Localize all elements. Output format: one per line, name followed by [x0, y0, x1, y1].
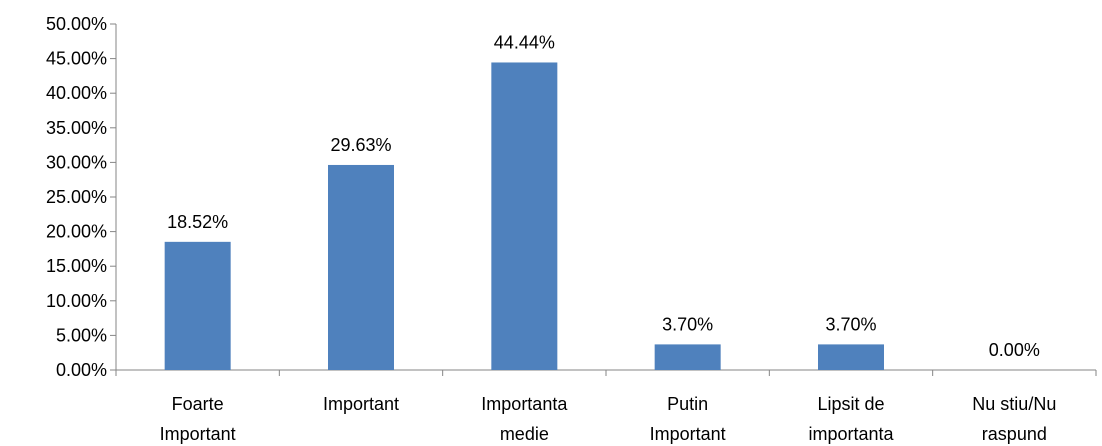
bar	[654, 344, 721, 370]
bars	[164, 62, 884, 371]
data-label: 3.70%	[662, 314, 713, 334]
category-label-line: Importanta	[481, 394, 568, 414]
y-tick-label: 30.00%	[46, 152, 107, 172]
y-axis: 0.00% 5.00% 10.00% 15.00% 20.00% 25.00% 30.00%…	[46, 14, 117, 380]
x-axis	[115, 369, 1097, 376]
y-tick-label: 40.00%	[46, 83, 107, 103]
category-label-line: medie	[500, 424, 549, 444]
category-label-line: Important	[323, 394, 399, 414]
category-label: Putin Important	[650, 394, 726, 444]
y-tick-label: 25.00%	[46, 187, 107, 207]
data-label: 44.44%	[494, 32, 555, 52]
y-tick-label: 5.00%	[56, 325, 107, 345]
category-label-line: raspund	[982, 424, 1047, 444]
bar	[818, 344, 884, 370]
category-label-line: Lipsit de	[817, 394, 884, 414]
category-label: Importanta medie	[481, 394, 568, 444]
y-tick-label: 15.00%	[46, 256, 107, 276]
y-tick-label: 20.00%	[46, 222, 107, 242]
category-label: Foarte Important	[160, 394, 236, 444]
data-label: 3.70%	[825, 314, 876, 334]
data-labels: 18.52% 29.63% 44.44% 3.70% 3.70% 0.00%	[167, 32, 1040, 360]
y-tick-label: 45.00%	[46, 49, 107, 69]
y-tick-label: 10.00%	[46, 291, 107, 311]
bar	[328, 164, 394, 370]
data-label: 18.52%	[167, 212, 228, 232]
category-label: Important	[323, 394, 399, 414]
category-label: Nu stiu/Nu raspund	[972, 394, 1056, 444]
data-label: 0.00%	[989, 340, 1040, 360]
y-tick-label: 0.00%	[56, 360, 107, 380]
data-label: 29.63%	[330, 135, 391, 155]
category-label-line: importanta	[808, 424, 894, 444]
y-tick-label: 35.00%	[46, 118, 107, 138]
category-labels: Foarte Important Important Importanta medie P…	[160, 394, 1057, 444]
category-label-line: Important	[650, 424, 726, 444]
category-label-line: Nu stiu/Nu	[972, 394, 1056, 414]
y-tick-label: 50.00%	[46, 14, 107, 34]
category-label: Lipsit de importanta	[808, 394, 894, 444]
bar	[491, 62, 558, 371]
category-label-line: Foarte	[172, 394, 224, 414]
bar	[164, 241, 231, 370]
category-label-line: Putin	[667, 394, 708, 414]
category-label-line: Important	[160, 424, 236, 444]
